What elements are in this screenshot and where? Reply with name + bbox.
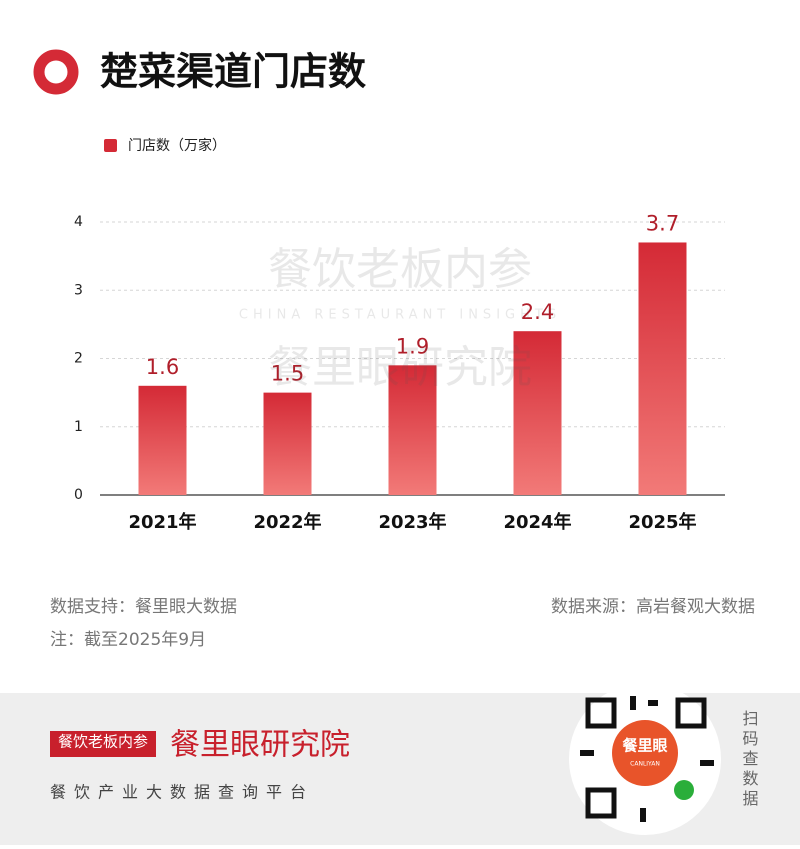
logo-box bbox=[50, 731, 156, 757]
watermark: 餐饮老板内参 CHINA RESTAURANT INSIGHTS 餐里眼研究院 bbox=[239, 244, 561, 393]
qr-center-sub: CANLIYAN bbox=[630, 761, 660, 768]
x-tick-label: 2021年 bbox=[128, 511, 196, 533]
bar bbox=[138, 385, 187, 495]
institute: 餐里眼研究院 bbox=[170, 728, 350, 763]
qr-finder bbox=[585, 697, 617, 729]
qr-dot bbox=[580, 750, 594, 756]
watermark-text: 餐饮老板内参 bbox=[268, 244, 532, 295]
data-label: 1.6 bbox=[146, 355, 179, 379]
data-label: 2.4 bbox=[521, 300, 554, 324]
note: 注：截至2025年9月 bbox=[50, 630, 206, 650]
legend-label: 门店数（万家） bbox=[128, 137, 226, 154]
bar bbox=[513, 331, 562, 495]
y-tick-label: 4 bbox=[74, 214, 83, 230]
x-tick-label: 2024年 bbox=[503, 511, 571, 533]
data-label: 1.5 bbox=[271, 362, 304, 386]
qr-center bbox=[612, 720, 678, 786]
note: 数据来源：高岩餐观大数据 bbox=[551, 597, 755, 617]
x-tick-label: 2023年 bbox=[378, 511, 446, 533]
qr-dot bbox=[700, 760, 714, 766]
qr-badge bbox=[674, 780, 694, 800]
bar bbox=[638, 242, 687, 495]
qr-finder bbox=[675, 697, 707, 729]
y-tick-label: 0 bbox=[74, 487, 83, 503]
y-tick-label: 2 bbox=[74, 351, 83, 367]
qr-dot bbox=[630, 696, 636, 710]
scan-hint: 扫码查数据 bbox=[740, 710, 759, 810]
qr-pattern bbox=[580, 696, 714, 822]
note: 数据支持：餐里眼大数据 bbox=[50, 597, 237, 617]
bar bbox=[388, 365, 437, 495]
y-tick-label: 1 bbox=[74, 419, 83, 435]
bar bbox=[263, 392, 312, 495]
legend-swatch bbox=[104, 139, 117, 152]
qr-dot bbox=[640, 808, 646, 822]
qr-center-text: 餐里眼 bbox=[622, 737, 667, 755]
watermark-text: 餐里眼研究院 bbox=[268, 342, 532, 393]
data-label: 1.9 bbox=[396, 334, 429, 358]
title: 楚菜渠道门店数 bbox=[100, 50, 366, 94]
chart-area: 0 1 2 3 4 2021年 1.6 2022年 1.5 2023年 1.9 2024年 2.4 202… bbox=[74, 211, 725, 533]
x-tick-label: 2025年 bbox=[628, 511, 696, 533]
y-tick-label: 3 bbox=[74, 282, 83, 298]
watermark-text: CHINA RESTAURANT INSIGHTS bbox=[239, 308, 561, 323]
qr-dot bbox=[648, 700, 658, 706]
title-icon bbox=[33, 49, 79, 95]
qr-finder bbox=[585, 787, 617, 819]
x-tick-label: 2022年 bbox=[253, 511, 321, 533]
logo-text: 餐饮老板内参 bbox=[58, 733, 148, 751]
tagline: 餐饮产业大数据查询平台 bbox=[50, 783, 314, 802]
data-label: 3.7 bbox=[646, 211, 679, 235]
